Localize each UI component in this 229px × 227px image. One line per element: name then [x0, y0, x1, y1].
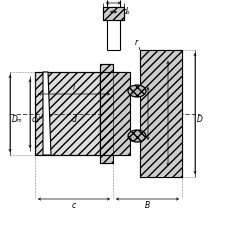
Text: d: d — [71, 115, 76, 124]
Bar — [100, 72, 129, 155]
Bar — [139, 50, 181, 177]
Bar — [103, 7, 123, 20]
Text: D₁: D₁ — [169, 115, 178, 124]
Text: d₂: d₂ — [149, 115, 157, 124]
Text: D: D — [196, 115, 202, 124]
Text: nᴅ: nᴅ — [111, 0, 121, 2]
Bar — [103, 7, 123, 20]
Bar — [100, 72, 129, 155]
Bar — [139, 50, 181, 177]
Bar — [100, 64, 112, 163]
Text: r: r — [134, 38, 137, 47]
Text: d₁ᴴ: d₁ᴴ — [32, 115, 43, 124]
Text: B: B — [144, 201, 150, 210]
Bar — [35, 72, 112, 155]
Ellipse shape — [128, 85, 145, 97]
Bar — [35, 72, 112, 155]
Polygon shape — [43, 72, 51, 155]
Text: dₛ: dₛ — [123, 7, 130, 17]
Bar — [100, 64, 112, 163]
Ellipse shape — [128, 130, 145, 142]
Text: c: c — [71, 201, 76, 210]
Text: Dₘ: Dₘ — [12, 115, 22, 124]
Text: l: l — [73, 83, 75, 92]
Bar — [129, 72, 139, 155]
